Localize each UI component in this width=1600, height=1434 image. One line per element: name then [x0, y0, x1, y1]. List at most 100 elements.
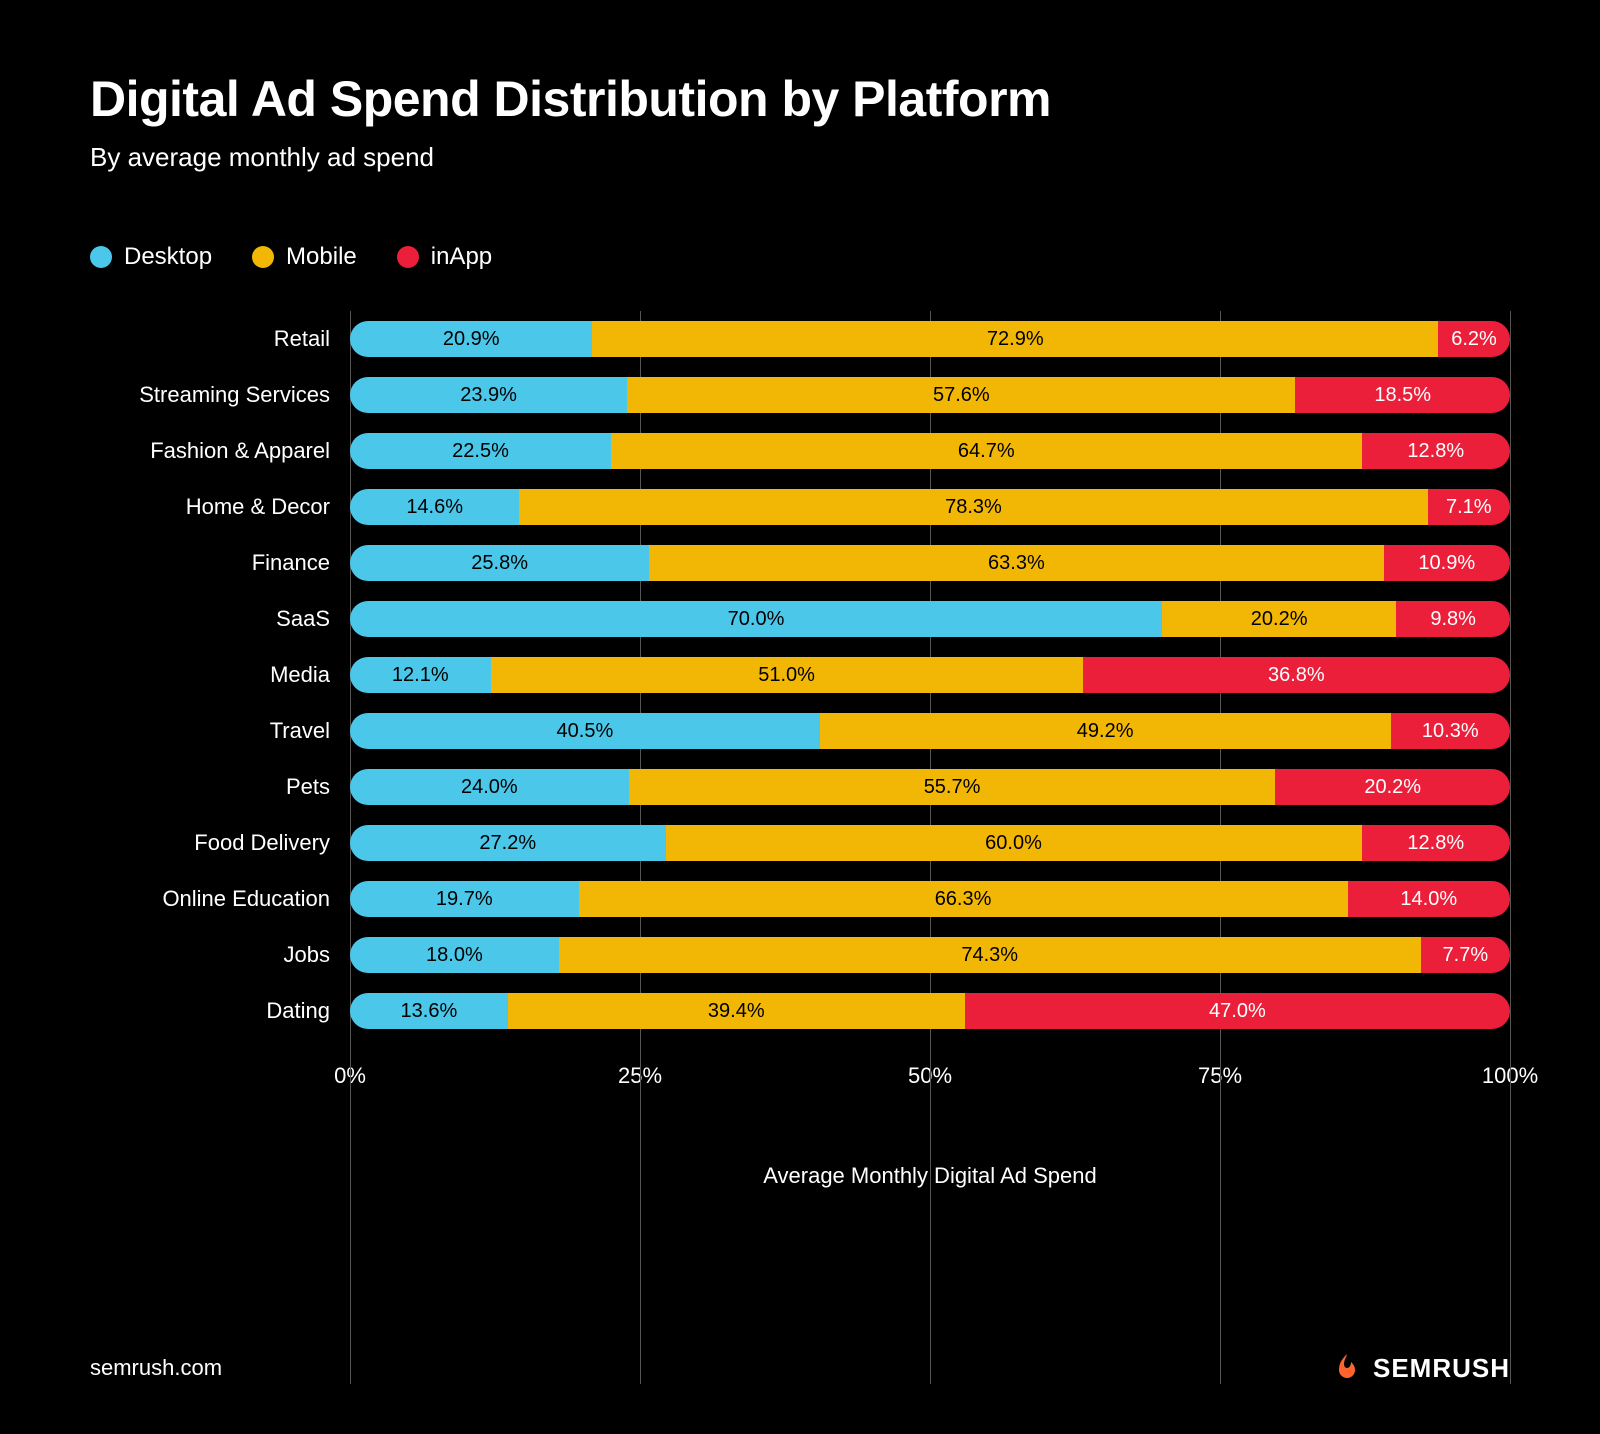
legend-label: Mobile	[286, 243, 357, 271]
bar-segment-desktop: 12.1%	[350, 657, 491, 693]
chart-row: Jobs18.0%74.3%7.7%	[90, 927, 1510, 983]
bar-segment-desktop: 18.0%	[350, 937, 559, 973]
bar-track: 19.7%66.3%14.0%	[350, 881, 1510, 917]
bar-track: 14.6%78.3%7.1%	[350, 489, 1510, 525]
category-label: Travel	[90, 718, 350, 744]
bar-segment-inapp: 20.2%	[1275, 769, 1510, 805]
chart-title: Digital Ad Spend Distribution by Platfor…	[90, 70, 1510, 128]
brand-name: SEMRUSH	[1373, 1353, 1510, 1384]
x-tick: 100%	[1482, 1063, 1538, 1089]
bar-segment-desktop: 27.2%	[350, 825, 666, 861]
footer: semrush.com SEMRUSH	[90, 1352, 1510, 1384]
bar-segment-desktop: 13.6%	[350, 993, 508, 1029]
bar-segment-mobile: 78.3%	[519, 489, 1427, 525]
bar-track: 20.9%72.9%6.2%	[350, 321, 1510, 357]
bar-segment-mobile: 63.3%	[649, 545, 1383, 581]
bar-segment-desktop: 24.0%	[350, 769, 629, 805]
x-axis-ticks: 0%25%50%75%100%	[350, 1063, 1510, 1093]
bar-segment-inapp: 6.2%	[1438, 321, 1510, 357]
bar-track: 27.2%60.0%12.8%	[350, 825, 1510, 861]
category-label: Streaming Services	[90, 382, 350, 408]
bar-segment-mobile: 20.2%	[1162, 601, 1396, 637]
bar-track: 24.0%55.7%20.2%	[350, 769, 1510, 805]
x-tick: 25%	[618, 1063, 662, 1089]
category-label: SaaS	[90, 606, 350, 632]
bar-segment-inapp: 12.8%	[1362, 825, 1510, 861]
chart-row: Streaming Services23.9%57.6%18.5%	[90, 367, 1510, 423]
chart-row: Finance25.8%63.3%10.9%	[90, 535, 1510, 591]
bar-segment-mobile: 49.2%	[820, 713, 1391, 749]
bar-segment-inapp: 12.8%	[1362, 433, 1510, 469]
bar-segment-inapp: 47.0%	[965, 993, 1510, 1029]
plot-area: Retail20.9%72.9%6.2%Streaming Services23…	[90, 311, 1510, 1384]
chart-row: Online Education19.7%66.3%14.0%	[90, 871, 1510, 927]
chart-row: Retail20.9%72.9%6.2%	[90, 311, 1510, 367]
category-label: Online Education	[90, 886, 350, 912]
bar-segment-inapp: 9.8%	[1396, 601, 1510, 637]
bar-segment-desktop: 14.6%	[350, 489, 519, 525]
bar-track: 18.0%74.3%7.7%	[350, 937, 1510, 973]
bar-segment-desktop: 19.7%	[350, 881, 579, 917]
bar-segment-mobile: 55.7%	[629, 769, 1276, 805]
x-axis: 0%25%50%75%100%	[90, 1063, 1510, 1093]
legend-swatch-desktop	[90, 246, 112, 268]
bar-segment-inapp: 18.5%	[1295, 377, 1510, 413]
legend: Desktop Mobile inApp	[90, 243, 1510, 271]
bar-segment-desktop: 40.5%	[350, 713, 820, 749]
gridline	[1510, 311, 1511, 1384]
bar-segment-inapp: 36.8%	[1083, 657, 1510, 693]
bar-segment-mobile: 66.3%	[579, 881, 1348, 917]
chart-row: Pets24.0%55.7%20.2%	[90, 759, 1510, 815]
chart-row: SaaS70.0%20.2%9.8%	[90, 591, 1510, 647]
legend-swatch-mobile	[252, 246, 274, 268]
x-tick: 0%	[334, 1063, 366, 1089]
bar-segment-mobile: 64.7%	[611, 433, 1362, 469]
category-label: Pets	[90, 774, 350, 800]
category-label: Home & Decor	[90, 494, 350, 520]
x-axis-label: Average Monthly Digital Ad Spend	[350, 1163, 1510, 1189]
bar-segment-inapp: 7.1%	[1428, 489, 1510, 525]
bar-track: 25.8%63.3%10.9%	[350, 545, 1510, 581]
chart-row: Dating13.6%39.4%47.0%	[90, 983, 1510, 1039]
brand-logo: SEMRUSH	[1331, 1352, 1510, 1384]
category-label: Retail	[90, 326, 350, 352]
bar-track: 22.5%64.7%12.8%	[350, 433, 1510, 469]
x-tick: 50%	[908, 1063, 952, 1089]
legend-swatch-inapp	[397, 246, 419, 268]
category-label: Media	[90, 662, 350, 688]
bar-segment-mobile: 72.9%	[592, 321, 1438, 357]
bar-segment-mobile: 60.0%	[666, 825, 1362, 861]
legend-label: inApp	[431, 243, 492, 271]
bar-track: 23.9%57.6%18.5%	[350, 377, 1510, 413]
bar-segment-desktop: 70.0%	[350, 601, 1162, 637]
source-label: semrush.com	[90, 1355, 222, 1381]
category-label: Food Delivery	[90, 830, 350, 856]
bar-segment-mobile: 74.3%	[559, 937, 1421, 973]
bar-segment-desktop: 23.9%	[350, 377, 627, 413]
bar-segment-inapp: 10.9%	[1384, 545, 1510, 581]
chart-subtitle: By average monthly ad spend	[90, 142, 1510, 173]
bar-track: 12.1%51.0%36.8%	[350, 657, 1510, 693]
chart-row: Fashion & Apparel22.5%64.7%12.8%	[90, 423, 1510, 479]
chart-frame: Digital Ad Spend Distribution by Platfor…	[0, 0, 1600, 1434]
category-label: Jobs	[90, 942, 350, 968]
chart-row: Media12.1%51.0%36.8%	[90, 647, 1510, 703]
legend-item-desktop: Desktop	[90, 243, 212, 271]
bar-segment-desktop: 22.5%	[350, 433, 611, 469]
bar-track: 40.5%49.2%10.3%	[350, 713, 1510, 749]
chart-row: Food Delivery27.2%60.0%12.8%	[90, 815, 1510, 871]
bar-segment-desktop: 25.8%	[350, 545, 649, 581]
category-label: Finance	[90, 550, 350, 576]
legend-item-mobile: Mobile	[252, 243, 357, 271]
x-tick: 75%	[1198, 1063, 1242, 1089]
bar-segment-mobile: 57.6%	[627, 377, 1295, 413]
chart-row: Home & Decor14.6%78.3%7.1%	[90, 479, 1510, 535]
bar-segment-desktop: 20.9%	[350, 321, 592, 357]
bar-segment-mobile: 39.4%	[508, 993, 965, 1029]
legend-item-inapp: inApp	[397, 243, 492, 271]
bar-track: 13.6%39.4%47.0%	[350, 993, 1510, 1029]
chart-row: Travel40.5%49.2%10.3%	[90, 703, 1510, 759]
bar-segment-inapp: 14.0%	[1348, 881, 1510, 917]
category-label: Fashion & Apparel	[90, 438, 350, 464]
bar-track: 70.0%20.2%9.8%	[350, 601, 1510, 637]
